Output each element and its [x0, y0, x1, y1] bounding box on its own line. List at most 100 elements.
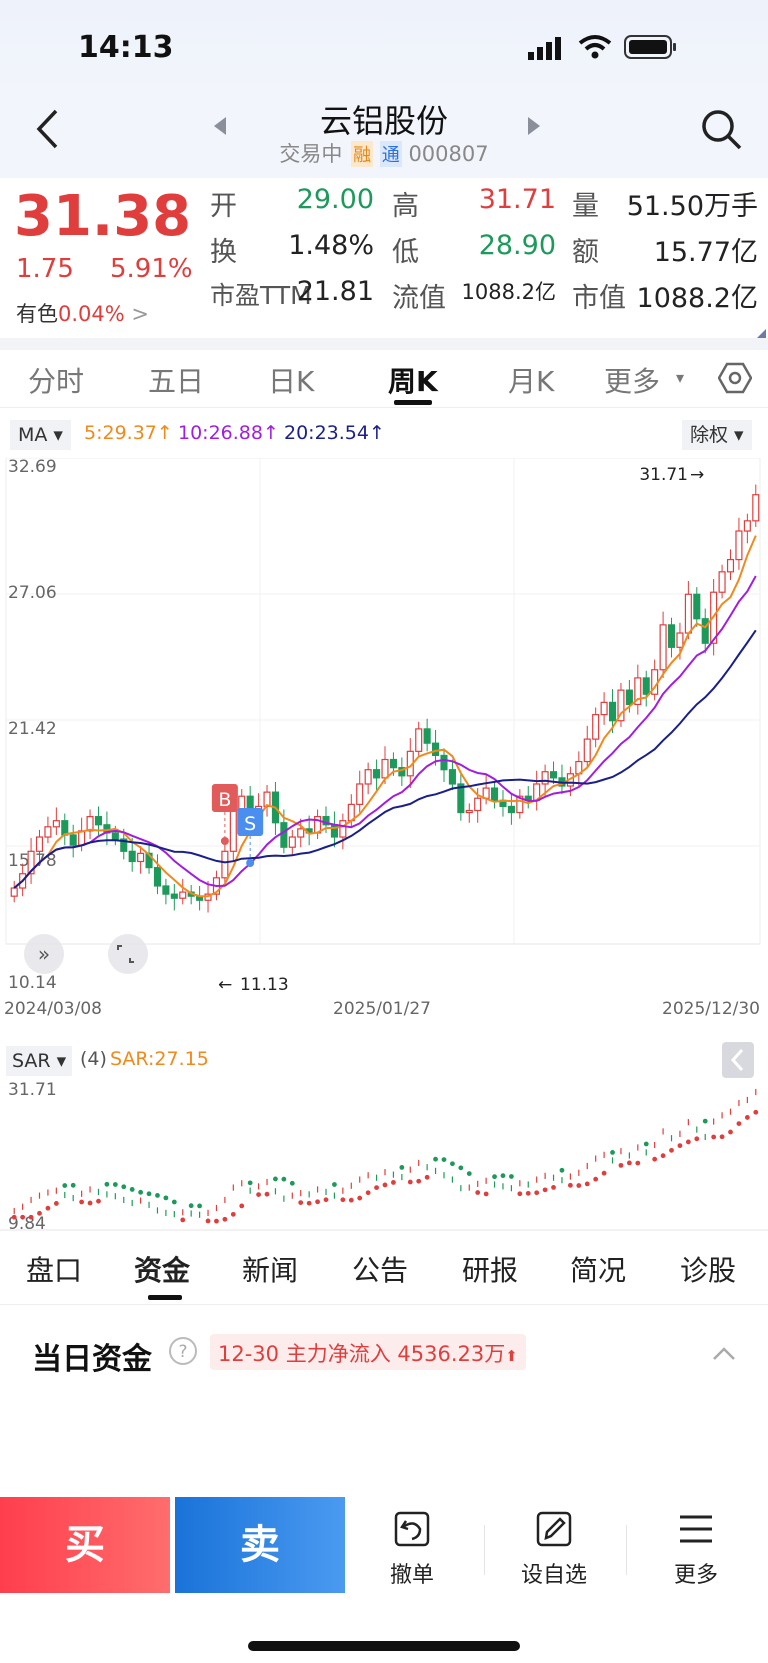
candle	[61, 813, 69, 846]
adjust-selector[interactable]: 除权 ▾	[682, 420, 752, 450]
arrow-left-icon: ←	[218, 975, 232, 995]
sell-signal-label: S	[244, 813, 256, 835]
buy-button[interactable]: 买	[0, 1497, 170, 1593]
sar-dot	[458, 1165, 464, 1171]
candle	[533, 770, 541, 811]
sar-dot	[728, 1129, 733, 1135]
candle-body	[221, 850, 229, 879]
sar-dot	[702, 1118, 708, 1124]
candle	[314, 809, 322, 840]
sar-dot	[230, 1211, 236, 1217]
fund-value: 4536.23万	[397, 1342, 506, 1366]
candle	[373, 759, 381, 791]
tab-detail[interactable]: 简况	[570, 1254, 627, 1287]
high-price-marker: 31.71	[639, 465, 688, 485]
ma5-line	[13, 535, 757, 898]
sar-dot	[450, 1161, 455, 1167]
price-change-pct: 5.91%	[110, 254, 193, 284]
candle-body	[432, 742, 440, 757]
tab-detail[interactable]: 新闻	[242, 1254, 299, 1287]
wifi-icon	[578, 34, 612, 64]
sar-value: SAR:27.15	[110, 1048, 209, 1070]
tab-chart-period[interactable]: 日K	[268, 365, 315, 398]
candle	[667, 617, 676, 658]
tab-detail[interactable]: 诊股	[680, 1254, 737, 1287]
candle	[516, 789, 524, 819]
sar-dot	[534, 1190, 540, 1196]
tab-detail[interactable]: 盘口	[26, 1254, 83, 1287]
sar-dot	[247, 1180, 253, 1186]
help-icon[interactable]: ?	[168, 1336, 198, 1370]
tab-chart-period[interactable]: 更多	[604, 365, 661, 398]
candle	[196, 885, 204, 911]
candle-body	[322, 816, 330, 826]
candle-body	[541, 771, 549, 785]
sar-dot	[542, 1187, 548, 1193]
tab-detail[interactable]: 公告	[352, 1254, 409, 1287]
sar-dot	[660, 1153, 666, 1159]
candle-body	[474, 797, 482, 812]
next-stock-icon[interactable]	[526, 116, 542, 140]
status-bar: 14:13	[0, 0, 768, 96]
settings-hexagon-icon[interactable]	[717, 362, 753, 398]
detail-tabs: 盘口 资金 新闻 公告 研报 简况 诊股	[0, 1235, 768, 1305]
y-axis-label: 10.14	[8, 973, 57, 993]
candle	[608, 689, 617, 733]
candle-body	[339, 820, 347, 838]
chart-frame	[5, 458, 761, 945]
candle	[693, 587, 701, 627]
sar-dot	[205, 1218, 211, 1224]
candle-body	[659, 624, 667, 671]
sar-dot	[517, 1191, 523, 1197]
candle-body	[111, 832, 119, 840]
candle-body	[179, 891, 187, 899]
tab-chart-period[interactable]: 分时	[28, 365, 85, 398]
bottom-action-bar: 买 卖 撤单 设自选 更多	[0, 1497, 768, 1663]
sar-dot	[273, 1176, 278, 1182]
sell-button[interactable]: 卖	[175, 1497, 345, 1593]
tab-detail[interactable]: 资金	[134, 1254, 191, 1287]
ma10-line	[13, 575, 757, 889]
y-axis-label: 32.69	[8, 458, 57, 477]
sar-dot	[180, 1217, 186, 1223]
sar-dot	[744, 1115, 750, 1120]
buy-signal-marker	[211, 784, 238, 812]
candle	[558, 764, 566, 795]
back-icon[interactable]	[34, 108, 62, 154]
low-price-marker: 11.13	[240, 975, 289, 995]
more-button[interactable]: 更多	[636, 1509, 756, 1589]
candle-body	[94, 816, 103, 826]
sar-dot	[416, 1178, 422, 1184]
tab-detail[interactable]: 研报	[462, 1254, 519, 1287]
sar-dot	[593, 1176, 599, 1182]
x-axis-label: 2025/12/30	[662, 999, 760, 1019]
sar-dot	[222, 1216, 228, 1222]
kline-chart[interactable]: 32.6927.0621.4215.7810.1431.71→←11.13BS»…	[0, 458, 768, 1028]
sar-dot	[11, 1214, 17, 1220]
cancel-order-button[interactable]: 撤单	[352, 1509, 472, 1589]
candle-body	[726, 558, 735, 573]
sar-dot	[399, 1165, 405, 1170]
sell-signal-marker	[237, 808, 264, 836]
collapse-chevron-icon[interactable]	[712, 1346, 736, 1365]
candle-body	[735, 530, 743, 561]
tab-chart-period[interactable]: 月K	[508, 365, 555, 398]
collapse-panel-button[interactable]	[722, 1042, 754, 1078]
ma-selector[interactable]: MA ▾	[10, 420, 71, 450]
candle	[170, 883, 178, 911]
add-watchlist-button[interactable]: 设自选	[494, 1509, 614, 1589]
candle-body	[600, 701, 608, 716]
sar-selector[interactable]: SAR ▾	[6, 1046, 73, 1076]
tab-chart-period[interactable]: 五日	[148, 365, 205, 398]
tab-chart-period[interactable]: 周K	[388, 365, 438, 398]
candle	[651, 659, 659, 701]
candle	[398, 757, 406, 787]
sar-axis-bottom: 9.84	[8, 1214, 46, 1234]
candle-body	[457, 783, 465, 814]
quote-label: 量	[572, 191, 599, 222]
sar-dot	[669, 1147, 674, 1153]
sector-link[interactable]: 有色0.04% >	[16, 302, 149, 326]
search-icon[interactable]	[700, 108, 744, 156]
sar-dot	[626, 1160, 632, 1166]
prev-stock-icon[interactable]	[212, 116, 228, 140]
